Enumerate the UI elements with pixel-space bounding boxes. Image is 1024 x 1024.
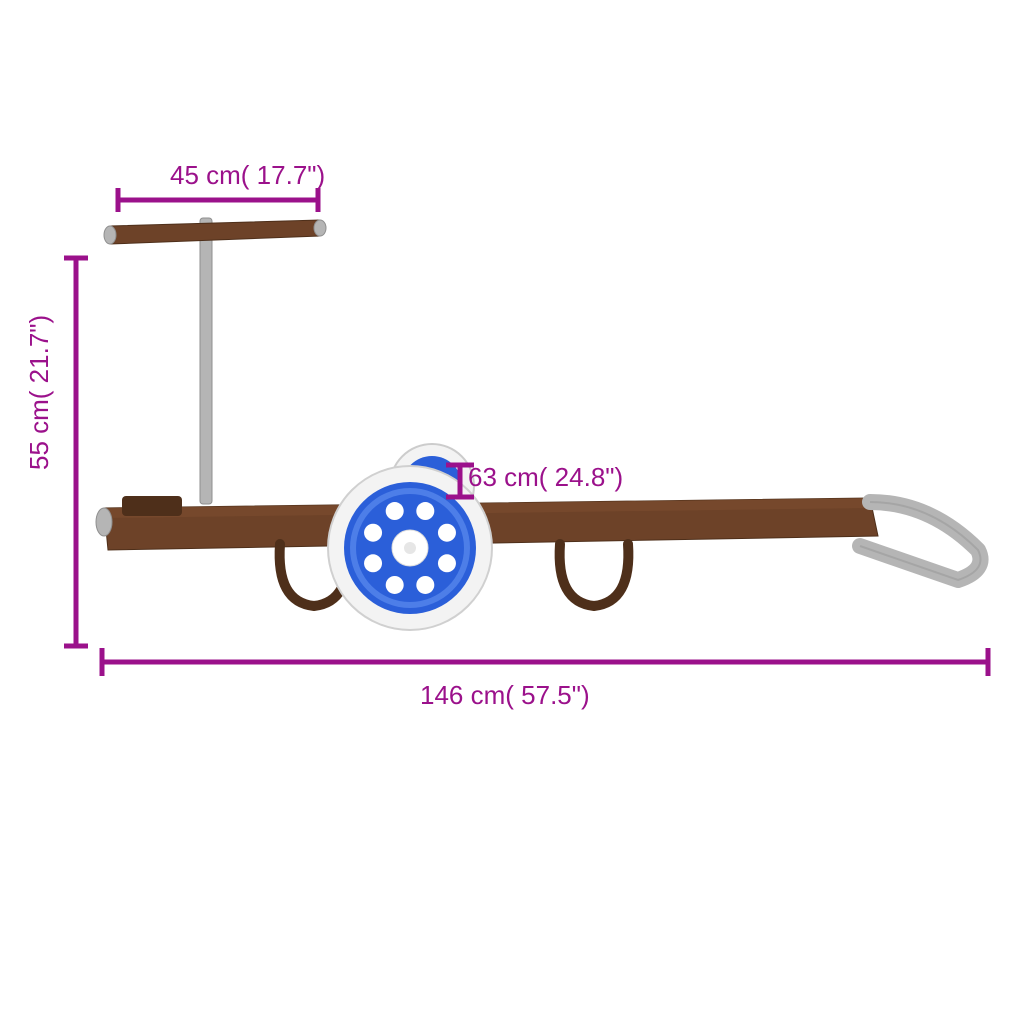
- label-seat-width: 63 cm( 24.8"): [468, 462, 623, 493]
- label-length: 146 cm( 57.5"): [420, 680, 590, 711]
- label-height: 55 cm( 21.7"): [24, 315, 55, 470]
- product-dimension-drawing: [0, 0, 1024, 1024]
- diagram-stage: 45 cm( 17.7") 55 cm( 21.7") 63 cm( 24.8"…: [0, 0, 1024, 1024]
- label-canopy-width: 45 cm( 17.7"): [170, 160, 325, 191]
